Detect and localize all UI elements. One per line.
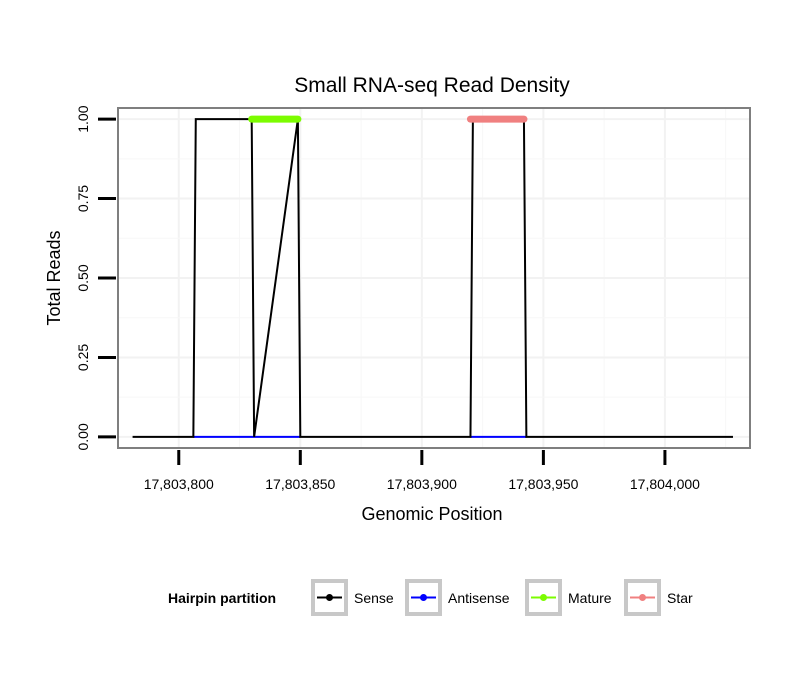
y-tick-label: 0.75 (75, 185, 91, 212)
legend-item-sense: Sense (311, 579, 394, 616)
legend-key-point-mature (540, 594, 547, 601)
legend-title: Hairpin partition (168, 590, 276, 606)
plot-panel-border (117, 107, 751, 449)
legend-key-point-antisense (420, 594, 427, 601)
legend-label-mature: Mature (568, 590, 612, 606)
legend-label-antisense: Antisense (448, 590, 510, 606)
y-tick-label: 0.25 (75, 344, 91, 371)
y-tick-label: 1.00 (75, 105, 91, 132)
x-axis-label: Genomic Position (361, 504, 502, 524)
legend: Hairpin partition Sense Antisense Mature St… (168, 579, 693, 616)
data-series (132, 115, 733, 438)
legend-item-mature: Mature (525, 579, 612, 616)
series-sense-line (132, 118, 733, 438)
grid-lines (118, 108, 750, 448)
axes: 17,803,800 17,803,850 17,803,900 17,803,950… (75, 105, 700, 492)
x-tick-label: 17,804,000 (630, 476, 700, 492)
legend-key-point-sense (326, 594, 333, 601)
x-tick-label: 17,803,950 (508, 476, 578, 492)
x-tick-label: 17,803,900 (387, 476, 457, 492)
legend-item-star: Star (624, 579, 693, 616)
y-tick-label: 0.00 (75, 423, 91, 450)
legend-items: Sense Antisense Mature Star (311, 579, 693, 616)
x-tick-label: 17,803,800 (144, 476, 214, 492)
chart-title: Small RNA-seq Read Density (294, 74, 570, 97)
legend-key-point-star (639, 594, 646, 601)
legend-item-antisense: Antisense (405, 579, 510, 616)
y-axis-label: Total Reads (44, 230, 64, 325)
legend-label-star: Star (667, 590, 693, 606)
legend-label-sense: Sense (354, 590, 394, 606)
x-tick-label: 17,803,850 (265, 476, 335, 492)
y-tick-label: 0.50 (75, 264, 91, 291)
